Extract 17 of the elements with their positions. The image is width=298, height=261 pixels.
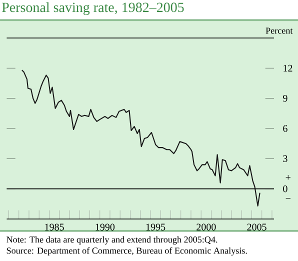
x-tick-label: 1990 xyxy=(96,224,115,230)
y-axis-title: Percent xyxy=(266,28,293,34)
y-tick-label: 9 xyxy=(283,94,288,102)
x-tick-label: 2000 xyxy=(196,224,216,230)
chart-title: Personal saving rate, 1982–2005 xyxy=(2,2,184,15)
text: Note: The data are quarterly and extend through 2005:Q4. xyxy=(6,236,218,245)
line-series xyxy=(21,70,260,206)
y-tick-label: 6 xyxy=(283,125,288,132)
text: − xyxy=(286,198,290,199)
x-tick-label: 2005 xyxy=(247,224,266,230)
x-tick-label: 1995 xyxy=(146,224,166,230)
x-tick-label: 1985 xyxy=(45,224,64,230)
text: + xyxy=(286,174,290,180)
y-tick-label: 0 xyxy=(283,185,288,192)
y-tick-label: 3 xyxy=(283,155,288,162)
source-note: Source: Department of Commerce, Bureau of Economic Analysis. xyxy=(6,247,247,256)
y-tick-label: 12 xyxy=(284,64,292,72)
